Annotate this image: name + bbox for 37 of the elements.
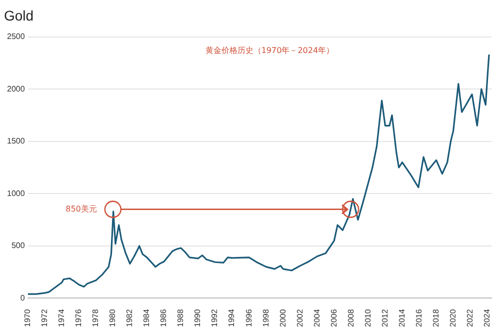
y-tick-label: 1500: [7, 136, 26, 146]
x-tick-label: 1976: [74, 308, 84, 327]
x-tick-label: 2012: [380, 308, 390, 327]
x-tick-label: 2000: [278, 308, 288, 327]
x-tick-label: 1998: [261, 308, 270, 327]
x-tick-label: 2024: [482, 308, 492, 327]
x-tick-label: 1988: [176, 308, 186, 327]
y-tick-label: 2500: [7, 32, 26, 42]
x-tick-label: 1974: [57, 308, 66, 327]
x-tick-label: 1996: [244, 308, 254, 327]
x-tick-label: 2002: [295, 308, 304, 327]
y-tick-label: 500: [11, 241, 26, 250]
chart-title: Gold: [4, 7, 34, 24]
x-tick-label: 2010: [363, 308, 372, 327]
x-tick-label: 1986: [159, 308, 168, 327]
x-tick-label: 1972: [40, 308, 50, 327]
x-tick-label: 1980: [108, 308, 118, 327]
x-tick-label: 1982: [125, 308, 134, 327]
x-tick-label: 2022: [466, 308, 475, 327]
x-tick-label: 1992: [210, 308, 220, 327]
x-tick-label: 2004: [312, 308, 322, 327]
annotation: 850美元: [66, 204, 97, 214]
x-tick-label: 2008: [346, 308, 356, 327]
y-tick-label: 2000: [7, 84, 26, 94]
y-tick-label: 1000: [7, 188, 26, 198]
x-tick-label: 2014: [397, 308, 406, 327]
x-tick-label: 1994: [227, 308, 236, 327]
x-tick-label: 2018: [431, 308, 440, 327]
annotation: 黄金价格历史（1970年－2024年）: [205, 46, 334, 55]
x-tick-label: 1990: [193, 308, 202, 327]
x-tick-label: 2016: [414, 308, 424, 327]
x-tick-label: 2020: [448, 308, 458, 327]
y-tick-label: 0: [20, 293, 26, 302]
x-tick-label: 1978: [91, 308, 100, 327]
x-tick-label: 1970: [23, 308, 32, 327]
x-tick-label: 2006: [329, 308, 338, 327]
x-tick-label: 1984: [142, 308, 152, 327]
